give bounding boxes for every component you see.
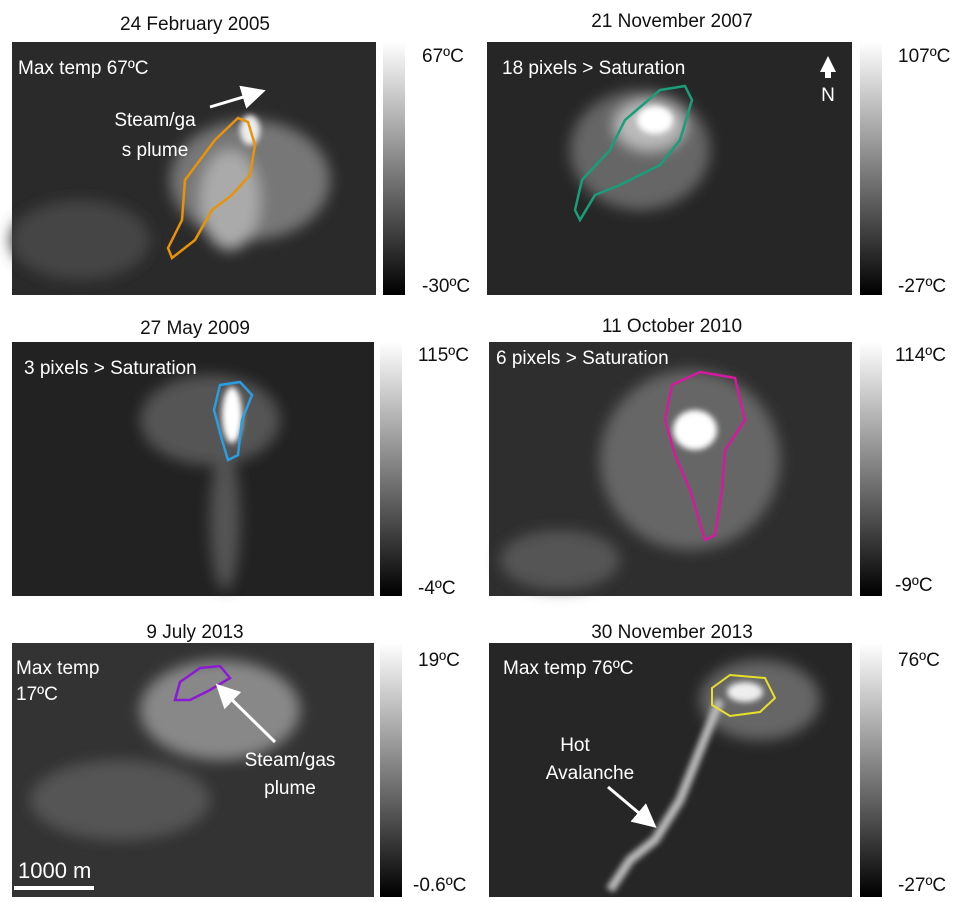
colorbar-max: 115ºC bbox=[418, 345, 469, 366]
colorbar-min: -9ºC bbox=[895, 575, 933, 596]
scale-bar-label: 1000 m bbox=[18, 858, 91, 883]
panel-title: 30 November 2013 bbox=[591, 622, 753, 643]
panel: 11 October 2010 114ºC -9ºC 6 pixels > Sa… bbox=[489, 316, 946, 596]
panel: 27 May 2009 115ºC -4ºC 3 pixels > Satura… bbox=[12, 318, 469, 599]
panel: 9 July 2013 19ºC -0.6ºC Max temp 17ºC St… bbox=[12, 622, 466, 897]
annotation: Hot bbox=[560, 735, 590, 756]
colorbar bbox=[860, 42, 882, 295]
annotation: Steam/ga bbox=[114, 110, 196, 131]
annotation: Max temp 67ºC bbox=[18, 58, 149, 79]
colorbar bbox=[860, 643, 882, 897]
colorbar-max: 67ºC bbox=[422, 46, 464, 67]
annotation: Max temp 76ºC bbox=[503, 658, 634, 679]
colorbar bbox=[383, 42, 405, 295]
colorbar-min: -30ºC bbox=[422, 276, 470, 297]
panel-title: 27 May 2009 bbox=[140, 318, 250, 339]
colorbar-max: 76ºC bbox=[898, 650, 940, 671]
north-label: N bbox=[821, 85, 835, 106]
annotation: s plume bbox=[122, 140, 189, 161]
panel: 21 November 2007 107ºC -27ºC 18 pixels >… bbox=[487, 11, 950, 297]
colorbar-max: 19ºC bbox=[418, 650, 460, 671]
colorbar-min: -27ºC bbox=[898, 875, 946, 896]
annotation: Avalanche bbox=[546, 763, 634, 784]
annotation: 3 pixels > Saturation bbox=[24, 358, 197, 379]
annotation: Steam/gas bbox=[245, 750, 336, 771]
colorbar bbox=[380, 643, 402, 897]
panel-title: 11 October 2010 bbox=[602, 316, 742, 337]
colorbar bbox=[380, 342, 402, 596]
annotation: plume bbox=[264, 778, 316, 799]
annotation: 18 pixels > Saturation bbox=[502, 58, 685, 79]
panel-title: 24 February 2005 bbox=[120, 14, 270, 35]
colorbar-max: 114ºC bbox=[895, 345, 946, 366]
figure: 24 February 2005 67ºC -30ºC Max temp 67º… bbox=[0, 0, 967, 902]
colorbar bbox=[860, 342, 882, 596]
colorbar-max: 107ºC bbox=[898, 46, 950, 67]
panel: 30 November 2013 76ºC -27ºC Max temp 76º… bbox=[489, 622, 946, 897]
panel: 24 February 2005 67ºC -30ºC Max temp 67º… bbox=[10, 14, 470, 297]
annotation: Max temp bbox=[16, 658, 99, 679]
colorbar-min: -4ºC bbox=[418, 578, 456, 599]
panel-title: 9 July 2013 bbox=[146, 622, 243, 643]
annotation: 6 pixels > Saturation bbox=[496, 348, 669, 369]
panel-title: 21 November 2007 bbox=[591, 11, 753, 32]
annotation: 17ºC bbox=[16, 684, 58, 705]
colorbar-min: -27ºC bbox=[898, 276, 946, 297]
colorbar-min: -0.6ºC bbox=[413, 875, 466, 896]
